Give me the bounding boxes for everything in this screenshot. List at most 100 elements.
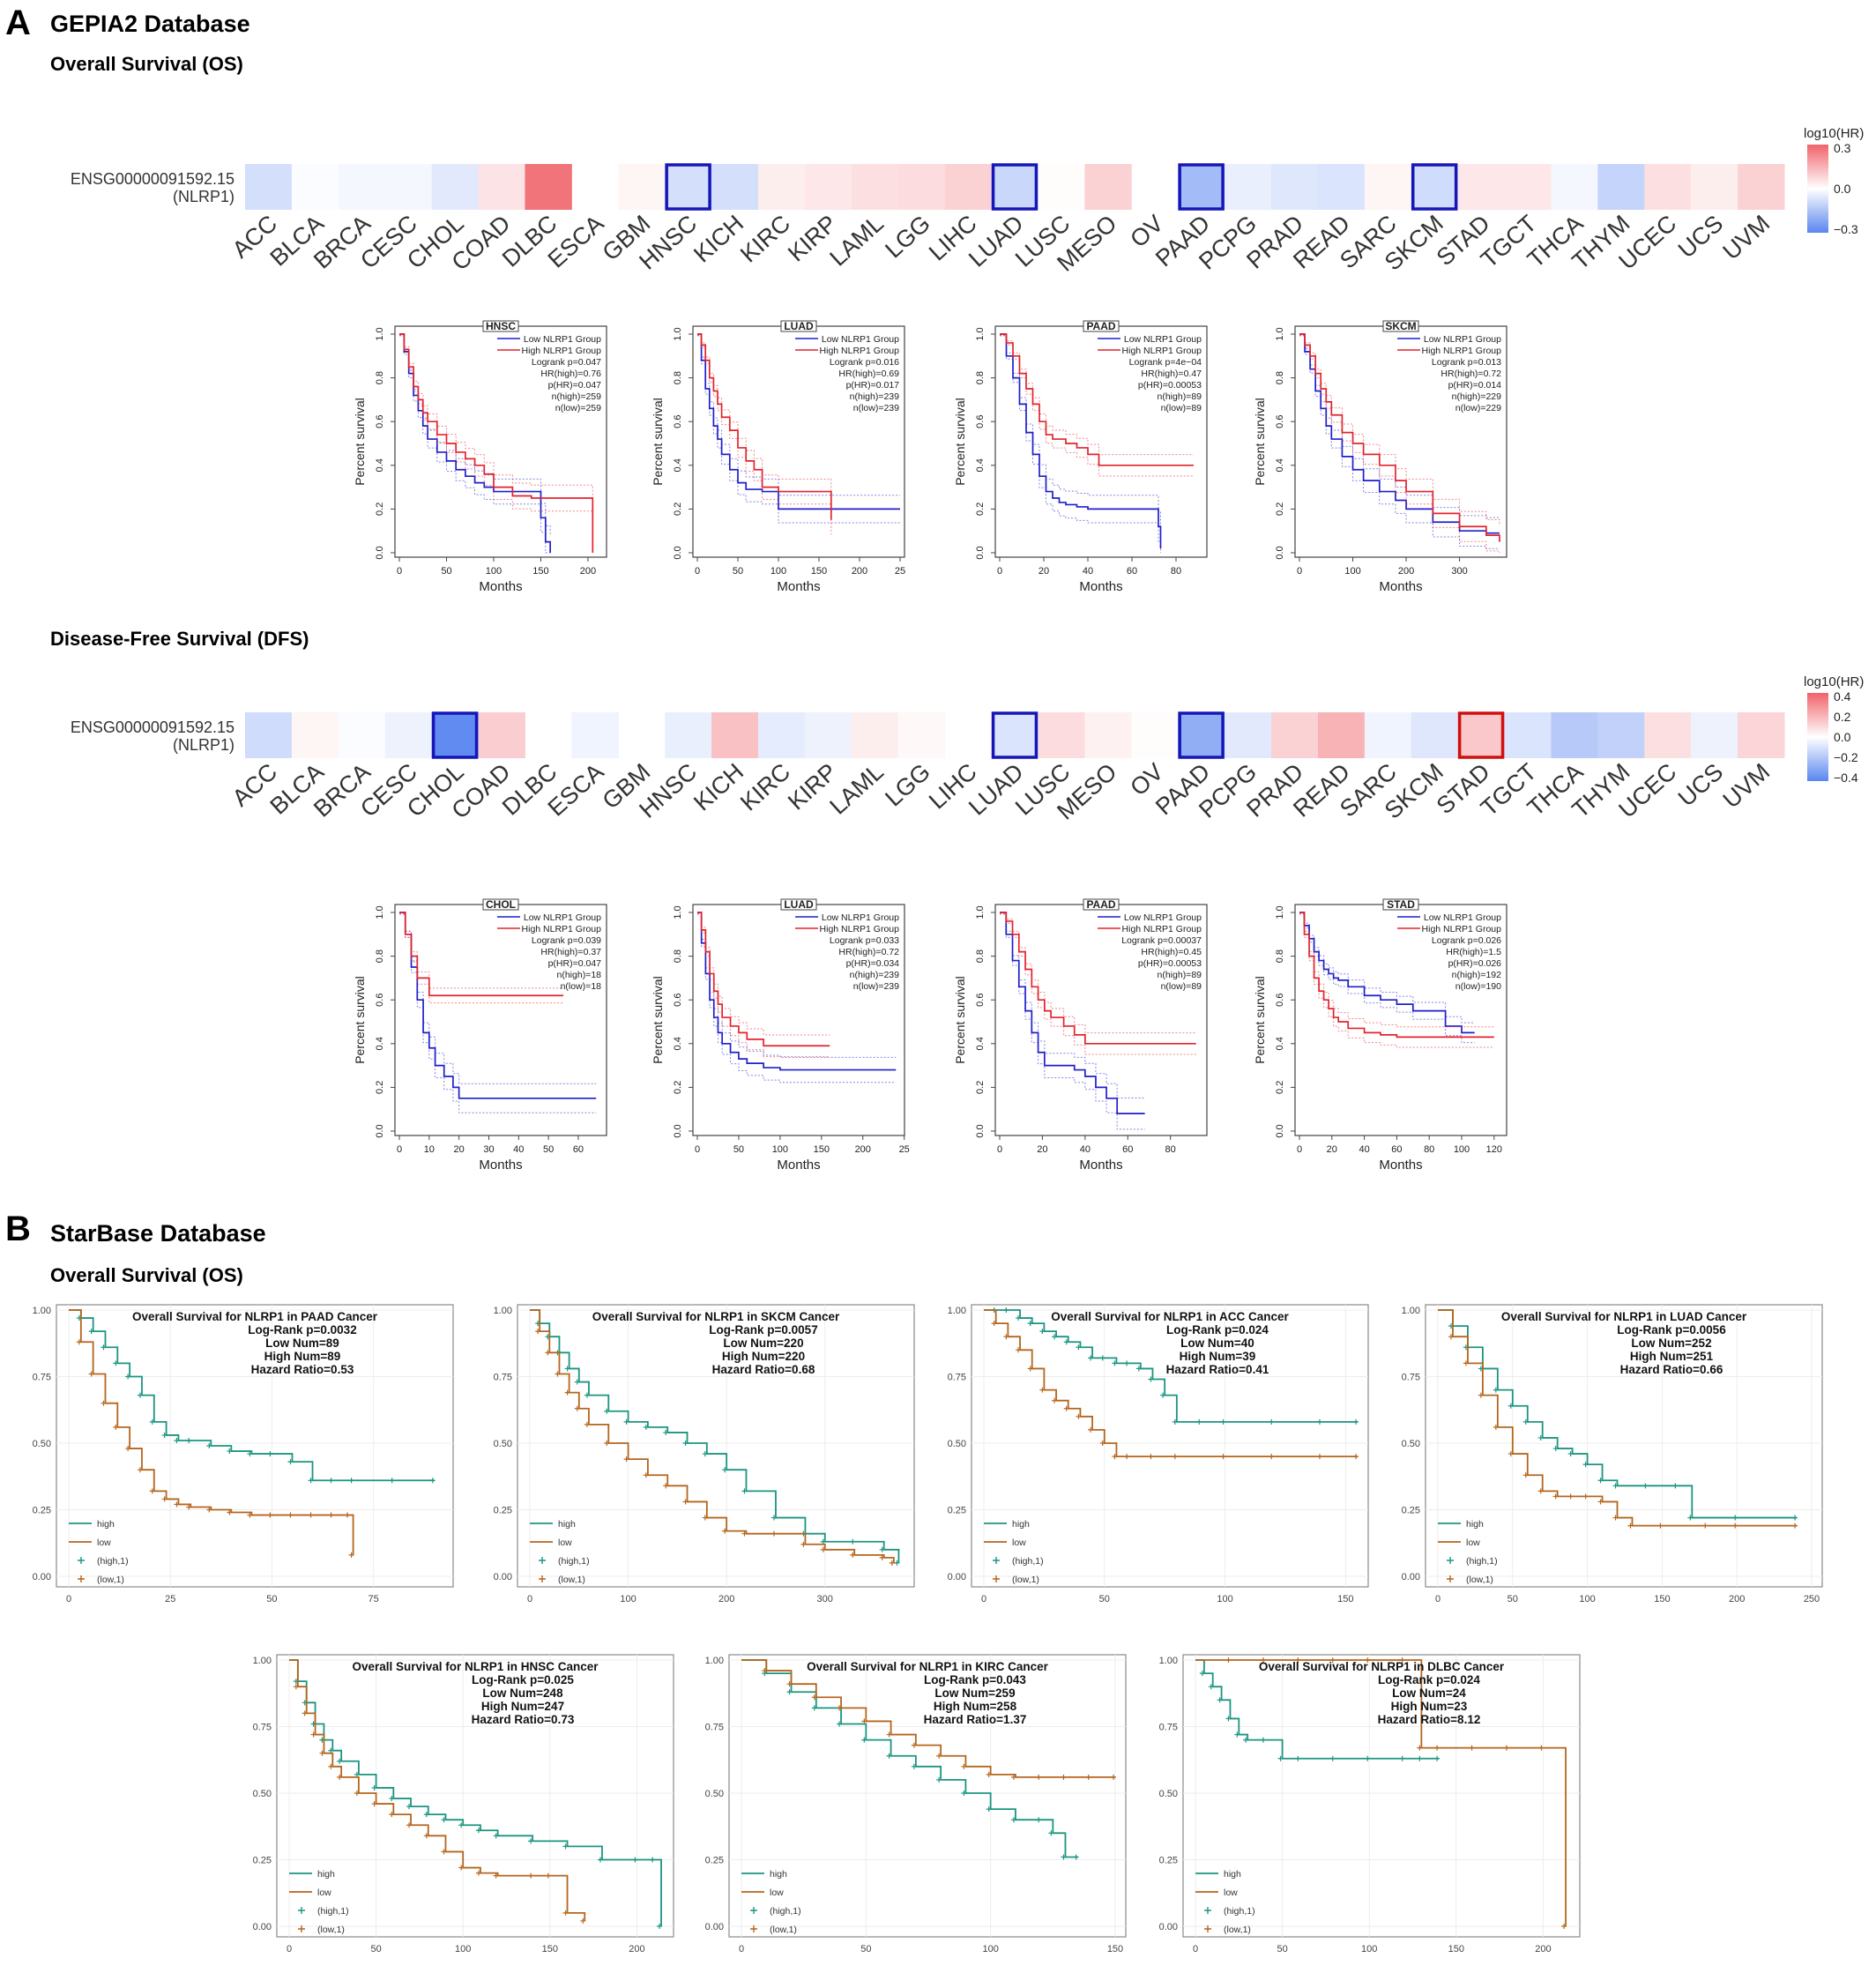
x-tick-label: 50 xyxy=(543,1144,554,1155)
censor-mark-low xyxy=(762,1668,768,1674)
censor-mark-low xyxy=(1052,1397,1058,1403)
y-tick-label: 0.25 xyxy=(253,1856,272,1866)
censor-mark-low xyxy=(1508,1451,1514,1457)
censor-mark-high xyxy=(886,1753,892,1759)
censor-mark-low xyxy=(991,1321,997,1327)
series-line-low xyxy=(1195,1659,1567,1926)
heatmap-cell-read xyxy=(1317,164,1366,210)
censor-mark-high xyxy=(337,1758,343,1764)
censor-mark-low xyxy=(584,1421,590,1427)
legend-entry: Logrank p=0.026 xyxy=(1432,935,1501,946)
x-tick-label: 150 xyxy=(1337,1594,1353,1604)
legend-entry: high xyxy=(97,1519,115,1530)
series-line-low xyxy=(69,1309,354,1555)
censor-mark-low xyxy=(310,1731,316,1738)
y-tick-label: 0.8 xyxy=(1275,949,1285,963)
legend-entry: p(HR)=0.017 xyxy=(846,380,900,391)
censor-mark-high xyxy=(406,1804,413,1810)
x-tick-label: 30 xyxy=(483,1144,494,1155)
heatmap-cell-luad xyxy=(991,712,1038,758)
heatmap-row-label: ENSG00000091592.15 xyxy=(71,170,234,188)
legend-entry: p(HR)=0.047 xyxy=(548,958,602,969)
censor-mark-high xyxy=(149,1418,155,1425)
heatmap-cell-kirc xyxy=(758,164,806,210)
series-line-low-nlrp1-group xyxy=(399,912,597,1099)
x-tick-label: 0 xyxy=(739,1944,744,1954)
censor-mark-high xyxy=(879,1546,885,1552)
censor-mark-low xyxy=(88,1371,94,1377)
plot-title: Overall Survival for NLRP1 in LUAD Cance… xyxy=(1501,1310,1747,1323)
censor-mark-low xyxy=(1434,1745,1440,1751)
legend-entry: n(low)=229 xyxy=(1455,403,1501,413)
censor-mark-low xyxy=(1463,1360,1469,1366)
series-ci-upper-low-nlrp1-group xyxy=(399,912,597,1084)
censor-mark-high xyxy=(1027,1321,1033,1327)
km-plot-g_os_luad: LUAD 0.0 0.2 0.4 0.6 0.8 1.0 0 50 100 150 200 25 Mont… xyxy=(651,320,905,594)
y-tick-label: 0.0 xyxy=(375,546,385,559)
x-axis-label: Months xyxy=(777,1158,820,1173)
y-tick-label: 0.0 xyxy=(1275,1124,1285,1137)
km-plot-g_dfs_stad: STAD 0.0 0.2 0.4 0.6 0.8 1.0 0 20 40 60 80 100 120 Mon… xyxy=(1253,898,1508,1173)
censor-mark-low xyxy=(889,1560,895,1566)
y-tick-label: 1.00 xyxy=(494,1306,512,1316)
censor-mark-low xyxy=(604,1441,610,1446)
censor-mark-high xyxy=(1172,1418,1178,1425)
y-tick-label: 0.2 xyxy=(375,503,385,516)
plot-stat: Hazard Ratio=0.41 xyxy=(1166,1363,1269,1376)
legend-swatch xyxy=(750,1907,757,1914)
censor-mark-high xyxy=(371,1784,377,1791)
y-tick-label: 0.25 xyxy=(494,1506,512,1516)
heatmap-cell-thca xyxy=(1551,712,1598,758)
legend-entry: Low NLRP1 Group xyxy=(524,912,601,923)
censor-mark-high xyxy=(1010,1817,1016,1823)
censor-mark-low xyxy=(886,1731,892,1738)
y-tick-label: 0.2 xyxy=(1275,503,1285,516)
censor-mark-low xyxy=(1172,1454,1178,1460)
plot-frame xyxy=(994,904,1208,1136)
heatmap-color-legend xyxy=(1807,693,1828,781)
censor-mark-low xyxy=(302,1710,308,1716)
censor-mark-high xyxy=(894,1560,900,1566)
censor-mark-high xyxy=(911,1763,917,1769)
legend-swatch xyxy=(1447,1557,1454,1564)
heatmap-cell-thym xyxy=(1597,712,1645,758)
y-tick-label: 0.0 xyxy=(1275,546,1285,559)
heatmap-category-ucs: UCS xyxy=(1673,210,1728,263)
censor-mark-low xyxy=(850,1552,856,1558)
series-line-high-nlrp1-group xyxy=(697,333,832,520)
panel-a-letter: A xyxy=(5,4,31,42)
plot-stat: Log-Rank p=0.0057 xyxy=(709,1323,817,1336)
legend-entry: Logrank p=0.039 xyxy=(532,935,601,946)
censor-mark-high xyxy=(389,1478,395,1484)
plot-stat: Log-Rank p=0.024 xyxy=(1378,1673,1480,1686)
x-tick-label: 100 xyxy=(770,566,786,577)
heatmap-cell-uvm xyxy=(1738,712,1785,758)
censor-mark-low xyxy=(1597,1499,1604,1505)
censor-mark-high xyxy=(837,1721,843,1727)
x-tick-label: 300 xyxy=(817,1594,833,1604)
censor-mark-high xyxy=(1597,1478,1604,1484)
y-tick-label: 0.25 xyxy=(948,1506,966,1516)
gepia-dfs-label: Disease-Free Survival (DFS) xyxy=(50,628,309,650)
censor-mark-low xyxy=(389,1812,395,1818)
censor-mark-high xyxy=(1063,1339,1069,1345)
heatmap-row-label: (NLRP1) xyxy=(173,188,234,205)
censor-mark-low xyxy=(1493,1424,1499,1430)
censor-mark-high xyxy=(493,1833,499,1839)
x-tick-label: 150 xyxy=(1448,1944,1464,1954)
censor-mark-low xyxy=(1399,1657,1405,1663)
censor-mark-high xyxy=(113,1360,119,1366)
legend-swatch xyxy=(750,1925,757,1932)
legend-entry: high xyxy=(317,1869,335,1880)
panel-b-title: StarBase Database xyxy=(50,1220,266,1247)
heatmap-cell-sarc xyxy=(1364,164,1412,210)
legend-entry: (high,1) xyxy=(1466,1556,1498,1567)
plot-stat: Hazard Ratio=8.12 xyxy=(1378,1713,1481,1726)
legend-entry: High NLRP1 Group xyxy=(820,924,900,934)
censor-mark-high xyxy=(1269,1418,1275,1425)
x-tick-label: 100 xyxy=(486,566,502,577)
legend-entry: low xyxy=(558,1537,572,1548)
plot-stat: Hazard Ratio=0.66 xyxy=(1620,1363,1723,1376)
y-tick-label: 0.2 xyxy=(375,1081,385,1094)
legend-entry: (high,1) xyxy=(558,1556,590,1567)
